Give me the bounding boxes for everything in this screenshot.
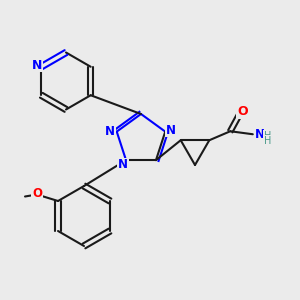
- Text: N: N: [105, 125, 115, 138]
- Text: H: H: [263, 136, 271, 146]
- Text: O: O: [32, 187, 42, 200]
- Text: N: N: [254, 128, 264, 141]
- Text: N: N: [166, 124, 176, 136]
- Text: H: H: [263, 131, 271, 141]
- Text: N: N: [118, 158, 128, 171]
- Text: N: N: [32, 59, 42, 72]
- Text: O: O: [237, 105, 247, 118]
